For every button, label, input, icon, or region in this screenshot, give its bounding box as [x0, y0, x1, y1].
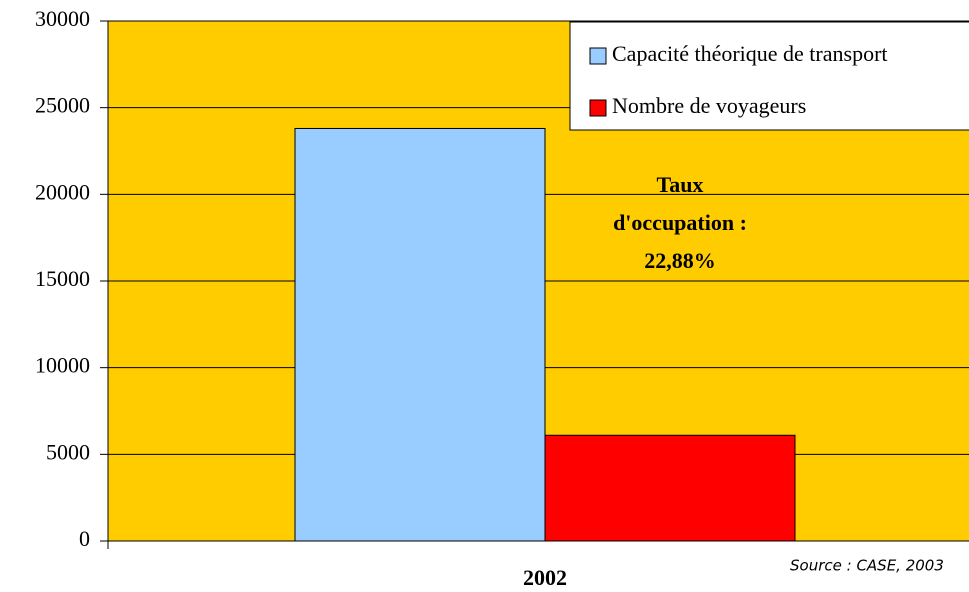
annotation: 22,88% [644, 248, 716, 273]
annotation: d'occupation : [613, 210, 747, 235]
legend-swatch [589, 99, 607, 117]
annotation: Taux [657, 172, 704, 197]
y-tick-label: 30000 [35, 6, 90, 31]
source-note: Source : CASE, 2003 [790, 557, 944, 575]
bar [294, 127, 546, 542]
x-tick-label: 2002 [523, 565, 567, 590]
bar [544, 434, 796, 542]
legend-swatch [589, 47, 607, 65]
y-tick-label: 25000 [35, 93, 90, 118]
y-tick-label: 0 [79, 526, 90, 551]
legend-box [569, 21, 969, 131]
legend-label: Nombre de voyageurs [612, 93, 806, 118]
legend-label: Capacité théorique de transport [612, 41, 888, 66]
y-tick-label: 15000 [35, 266, 90, 291]
y-tick-label: 20000 [35, 179, 90, 204]
y-tick-label: 10000 [35, 353, 90, 378]
y-tick-label: 5000 [46, 439, 90, 464]
